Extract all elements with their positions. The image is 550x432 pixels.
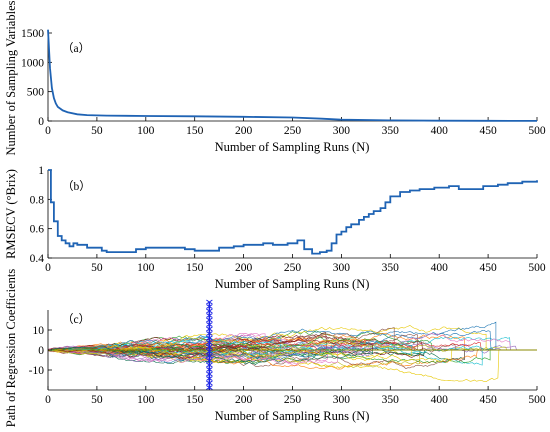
panel-c-x-tick-label: 100 xyxy=(137,394,155,406)
panel-c-y-tick-label: 10 xyxy=(33,325,45,337)
optimal-run-marker xyxy=(206,353,213,359)
panel-b-x-tick-label: 50 xyxy=(91,262,103,274)
panel-b: 0 50 100 150 200 250 300 350 400 450 500 0.4 0.6 0.8… xyxy=(4,165,546,291)
panel-a-x-tick-label: 350 xyxy=(382,125,400,137)
optimal-run-marker xyxy=(206,349,213,354)
panel-b-x-tick-label: 200 xyxy=(235,262,253,274)
panel-b-x-tick-label: 250 xyxy=(284,262,302,274)
panel-c-x-tick-label: 300 xyxy=(333,394,351,406)
panel-a-x-tick-label: 50 xyxy=(91,125,103,137)
panel-b-xlabel: Number of Sampling Runs (N) xyxy=(215,277,370,291)
coefficient-path xyxy=(47,337,413,355)
optimal-run-marker xyxy=(206,385,213,390)
optimal-run-marker xyxy=(206,299,213,305)
coefficient-path xyxy=(47,342,425,358)
panel-a-x-tick-label: 200 xyxy=(235,125,253,137)
coefficient-path xyxy=(47,344,494,356)
panel-b-y-tick-label: 1 xyxy=(38,165,44,177)
panel-a-x-tick-label: 500 xyxy=(528,125,546,137)
optimal-run-marker xyxy=(206,313,213,318)
panel-b-x-tick-label: 0 xyxy=(45,262,51,274)
panel-a-label: （a） xyxy=(62,42,90,55)
optimal-run-marker xyxy=(206,308,213,314)
panel-c-y-tick-label: 0 xyxy=(38,345,44,357)
coefficient-path xyxy=(47,332,511,361)
panel-b-x-tick-label: 350 xyxy=(382,262,400,274)
panel-b-y-tick-label: 0.4 xyxy=(30,253,45,265)
panel-a-x-tick-label: 0 xyxy=(45,125,51,137)
optimal-run-marker xyxy=(206,344,213,350)
panel-a-x-tick-label: 400 xyxy=(431,125,449,137)
panel-b-x-tick-label: 300 xyxy=(333,262,351,274)
panel-a-ylabel: Number of Sampling Variables xyxy=(4,0,18,155)
panel-b-y-tick-label: 0.6 xyxy=(30,224,45,236)
panel-a: 0 50 100 150 200 250 300 350 400 450 500 0 500 1000 1… xyxy=(4,0,546,155)
panel-c-x-tick-label: 200 xyxy=(235,394,253,406)
coefficient-path xyxy=(47,346,373,363)
panel-a-x-tick-label: 250 xyxy=(284,125,302,137)
optimal-run-marker xyxy=(206,376,213,381)
panel-c-x-tick-label: 250 xyxy=(284,394,302,406)
panel-c-label: （c） xyxy=(62,313,90,326)
panel-c-x-tick-label: 350 xyxy=(382,394,400,406)
panel-a-y-tick-label: 500 xyxy=(27,87,45,99)
panel-b-ylabel: RMSECV (°Brix) xyxy=(4,169,18,259)
coefficient-path xyxy=(47,338,373,360)
optimal-run-marker xyxy=(206,322,213,327)
panel-c-x-tick-label: 400 xyxy=(431,394,449,406)
panel-c: 0 50 100 150 200 250 300 350 400 450 500 -10 0 10 （c… xyxy=(4,269,546,428)
optimal-run-marker xyxy=(206,326,213,332)
coefficient-path xyxy=(47,328,492,351)
optimal-run-marker xyxy=(206,340,213,345)
panel-b-x-tick-label: 150 xyxy=(186,262,204,274)
optimal-run-marker xyxy=(206,317,213,323)
coefficient-path xyxy=(47,345,453,363)
panel-a-y-tick-label: 1000 xyxy=(21,57,44,69)
panel-c-x-tick-label: 450 xyxy=(479,394,497,406)
coefficient-path xyxy=(47,349,465,369)
panel-a-x-tick-label: 100 xyxy=(137,125,155,137)
panel-a-y-tick-label: 1500 xyxy=(21,28,44,40)
panel-a-x-tick-label: 450 xyxy=(479,125,497,137)
optimal-run-marker xyxy=(206,335,213,341)
panel-b-y-tick-label: 0.8 xyxy=(30,194,45,206)
coefficient-path xyxy=(47,346,491,364)
panel-b-x-tick-label: 450 xyxy=(479,262,497,274)
panel-a-x-tick-label: 300 xyxy=(333,125,351,137)
panel-b-series-line xyxy=(48,169,538,255)
panel-b-x-tick-label: 100 xyxy=(137,262,155,274)
panel-a-x-tick-label: 150 xyxy=(186,125,204,137)
panel-c-ylabel: Path of Regression Coefficients xyxy=(4,269,18,428)
optimal-run-marker xyxy=(206,367,213,372)
panel-c-x-tick-label: 50 xyxy=(91,394,103,406)
panel-c-x-tick-label: 500 xyxy=(528,394,546,406)
panel-c-xlabel: Number of Sampling Runs (N) xyxy=(215,409,370,423)
panel-a-y-tick-label: 0 xyxy=(38,116,44,128)
optimal-run-marker xyxy=(206,331,213,336)
panel-a-series-line xyxy=(47,29,538,122)
panel-c-y-tick-label: -10 xyxy=(29,365,45,377)
optimal-run-marker xyxy=(206,371,213,377)
optimal-run-marker xyxy=(206,304,213,309)
panel-c-x-tick-label: 150 xyxy=(186,394,204,406)
coefficient-path xyxy=(47,346,500,383)
optimal-run-marker xyxy=(206,358,213,363)
panel-c-x-tick-label: 0 xyxy=(45,394,51,406)
panel-a-xlabel: Number of Sampling Runs (N) xyxy=(215,140,370,154)
optimal-run-marker xyxy=(206,362,213,368)
optimal-run-marker xyxy=(206,380,213,386)
panel-b-x-tick-label: 500 xyxy=(528,262,546,274)
panel-b-label: （b） xyxy=(62,180,91,193)
panel-b-x-tick-label: 400 xyxy=(431,262,449,274)
